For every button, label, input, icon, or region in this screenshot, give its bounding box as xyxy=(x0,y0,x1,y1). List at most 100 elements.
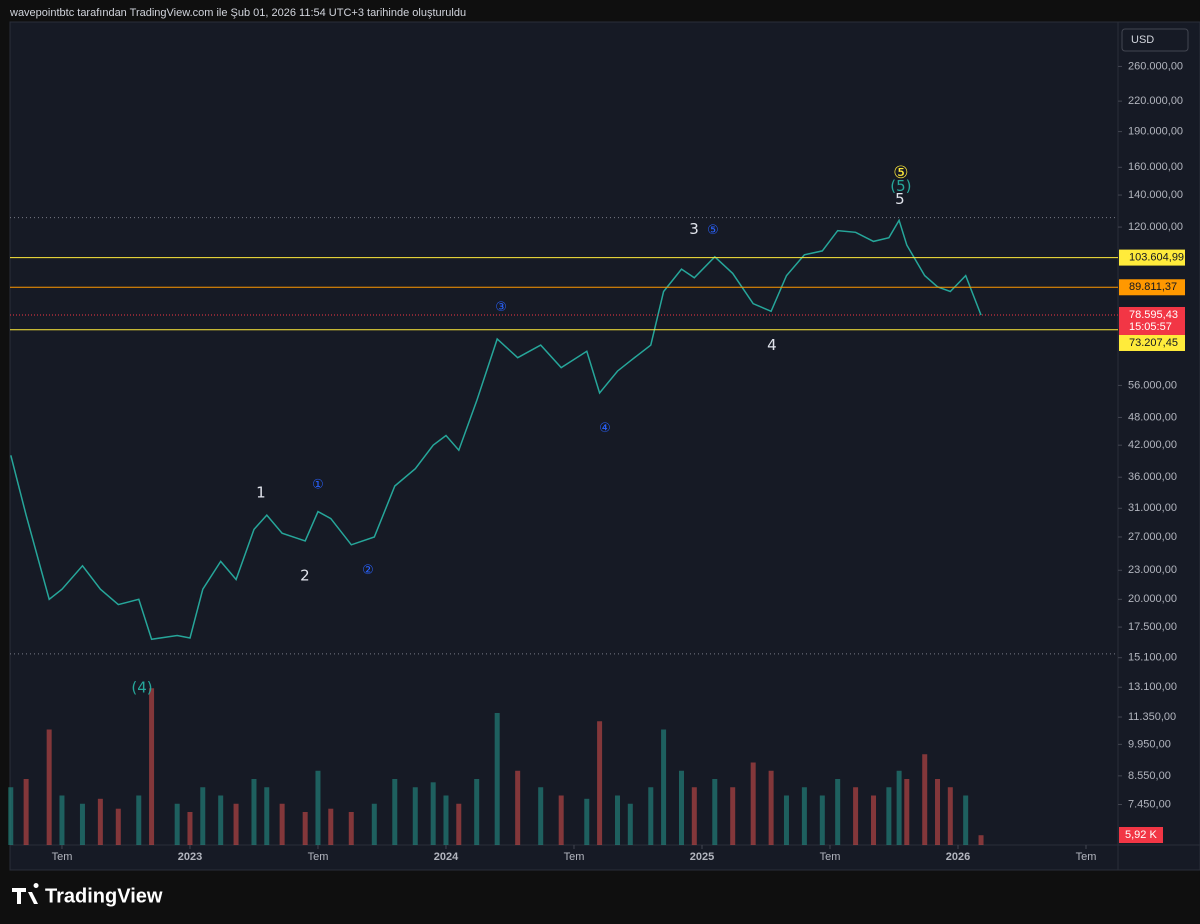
y-tick-label: 42.000,00 xyxy=(1128,439,1177,451)
chart-pane xyxy=(9,21,1200,871)
volume-bar xyxy=(494,713,500,845)
volume-bar xyxy=(750,762,756,845)
volume-bar xyxy=(136,795,142,845)
volume-bar xyxy=(627,803,633,845)
y-tick-label: 17.500,00 xyxy=(1128,621,1177,633)
volume-bar xyxy=(23,779,29,845)
x-tick-label: Tem xyxy=(564,851,585,863)
volume-bar xyxy=(935,779,941,845)
volume-bar xyxy=(474,779,480,845)
volume-bar xyxy=(59,795,65,845)
volume-bar xyxy=(679,770,685,845)
wave-label: ④ xyxy=(599,421,611,436)
volume-bar xyxy=(97,798,103,845)
wave-label: ⑤ xyxy=(707,223,719,238)
volume-label-box xyxy=(1119,827,1163,843)
volume-bar xyxy=(978,835,984,845)
price-line xyxy=(10,218,982,641)
volume-bar xyxy=(392,779,398,845)
y-tick-label: 48.000,00 xyxy=(1128,411,1177,423)
volume-bar xyxy=(251,779,257,845)
volume-bar xyxy=(187,812,193,845)
volume-bar xyxy=(348,812,354,845)
volume-bar xyxy=(896,770,902,845)
y-tick-label: 160.000,00 xyxy=(1128,161,1183,173)
x-tick-label: 2023 xyxy=(178,851,202,863)
volume-bar xyxy=(648,787,654,845)
volume-bar xyxy=(412,787,418,845)
volume-bar xyxy=(661,729,667,845)
y-tick-label: 56.000,00 xyxy=(1128,379,1177,391)
volume-bar xyxy=(8,787,14,845)
price-label: 78.595,43 xyxy=(1129,309,1178,321)
x-tick-label: 2025 xyxy=(690,851,714,863)
logo-icon xyxy=(12,883,39,904)
y-tick-label: 220.000,00 xyxy=(1128,95,1183,107)
x-tick-label: Tem xyxy=(820,851,841,863)
volume-bar xyxy=(597,721,603,845)
wave-label: (4) xyxy=(131,679,152,697)
y-tick-label: 20.000,00 xyxy=(1128,593,1177,605)
header: wavepointbtc tarafından TradingView.com … xyxy=(9,7,466,19)
volume-bar xyxy=(783,795,789,845)
x-tick-label: 2024 xyxy=(434,851,459,863)
countdown: 15:05:57 xyxy=(1129,321,1172,333)
y-tick-label: 11.350,00 xyxy=(1128,711,1176,723)
volume-bar xyxy=(515,770,521,845)
volume-bar xyxy=(963,795,969,845)
price-label-box xyxy=(1119,279,1185,296)
currency-button[interactable] xyxy=(1121,28,1189,52)
volume-bar xyxy=(730,787,736,845)
volume-bar xyxy=(801,787,807,845)
volume-bar xyxy=(538,787,544,845)
volume-bar xyxy=(853,787,859,845)
wave-label: ③ xyxy=(495,300,507,315)
volume-bar xyxy=(315,770,321,845)
volume-bar xyxy=(149,688,155,845)
y-tick-label: 27.000,00 xyxy=(1128,531,1177,543)
volume-bar xyxy=(174,803,180,845)
volume-label: 5,92 K xyxy=(1125,829,1157,841)
price-label: 89.811,37 xyxy=(1129,281,1177,293)
y-tick-label: 8.550,00 xyxy=(1128,770,1171,782)
wave-label: 1 xyxy=(256,483,266,501)
volume-bar xyxy=(922,754,928,845)
price-label: 73.207,45 xyxy=(1129,337,1178,349)
volume-bar xyxy=(46,729,52,845)
y-tick-label: 23.000,00 xyxy=(1128,564,1177,576)
volume-bar xyxy=(218,795,224,845)
volume-bar xyxy=(443,795,449,845)
volume-bar xyxy=(819,795,825,845)
wave-label: 3 xyxy=(689,220,699,238)
wave-label: 4 xyxy=(767,336,777,354)
y-tick-label: 140.000,00 xyxy=(1128,189,1183,201)
wave-label: ⑤ xyxy=(893,163,908,183)
y-tick-label: 15.100,00 xyxy=(1128,652,1177,664)
x-tick-label: 2026 xyxy=(946,851,970,863)
volume-bar xyxy=(233,803,239,845)
volume-bar xyxy=(200,787,206,845)
price-label-box xyxy=(1119,306,1185,335)
x-tick-label: Tem xyxy=(52,851,73,863)
volume-bar xyxy=(115,808,121,845)
wave-label: 2 xyxy=(300,566,310,584)
currency: USD xyxy=(1131,34,1154,46)
volume-bar xyxy=(691,787,697,845)
y-tick-label: 7.450,00 xyxy=(1128,798,1171,810)
brand-logo: TradingView xyxy=(12,883,163,907)
wave-label: ② xyxy=(362,563,374,578)
volume-bar xyxy=(768,770,774,845)
volume-bar xyxy=(328,808,334,845)
volume-bar xyxy=(264,787,270,845)
brand: TradingView xyxy=(45,885,163,907)
y-tick-label: 120.000,00 xyxy=(1128,221,1183,233)
volume-bar xyxy=(904,779,910,845)
volume-bar xyxy=(712,779,718,845)
volume-bar xyxy=(835,779,841,845)
y-tick-label: 36.000,00 xyxy=(1128,471,1177,483)
y-tick-label: 13.100,00 xyxy=(1128,681,1177,693)
x-tick-label: Tem xyxy=(1076,851,1097,863)
volume-bar xyxy=(302,812,308,845)
volume-bar xyxy=(615,795,621,845)
